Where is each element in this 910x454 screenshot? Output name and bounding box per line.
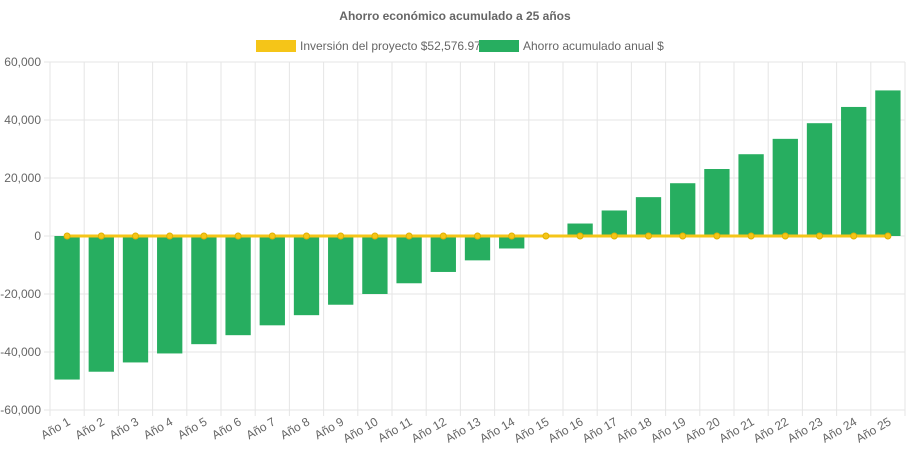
grid xyxy=(44,61,906,416)
x-tick-label: Año 8 xyxy=(278,414,312,442)
x-tick-label: Año 6 xyxy=(209,414,243,442)
x-tick-label: Año 7 xyxy=(244,414,278,442)
x-tick-label: Año 19 xyxy=(648,414,688,445)
x-tick-label: Año 12 xyxy=(409,414,449,445)
x-tick-label: Año 13 xyxy=(443,414,483,445)
x-tick-label: Año 9 xyxy=(312,414,346,442)
line-point[interactable] xyxy=(747,232,755,240)
line-point[interactable] xyxy=(474,232,481,240)
line-point[interactable] xyxy=(884,232,892,240)
line-point[interactable] xyxy=(97,232,105,240)
x-tick-label: Año 10 xyxy=(340,414,380,445)
y-tick-label: 20,000 xyxy=(4,171,41,185)
bar[interactable] xyxy=(464,236,491,261)
bar[interactable] xyxy=(704,169,730,236)
chart-title: Ahorro económico acumulado a 25 años xyxy=(339,9,571,23)
x-tick-label: Año 22 xyxy=(751,414,791,445)
line-point[interactable] xyxy=(132,232,139,240)
x-axis: Año 1 Año 2 Año 3 Año 4 Año 5 Año 6 Año 7 Año 8… xyxy=(38,414,893,445)
x-tick-label: Año 24 xyxy=(819,414,859,445)
legend-item-investment[interactable]: Inversión del proyecto $52,576.97 xyxy=(256,39,481,53)
bar[interactable] xyxy=(396,236,422,284)
x-tick-label: Año 20 xyxy=(682,414,722,445)
bar[interactable] xyxy=(328,236,354,305)
y-tick-label: 60,000 xyxy=(4,55,41,69)
line-point[interactable] xyxy=(542,232,550,240)
x-tick-label: Año 3 xyxy=(107,414,141,442)
line-point[interactable] xyxy=(337,232,345,240)
line-point[interactable] xyxy=(679,232,687,240)
bar[interactable] xyxy=(635,197,662,236)
legend-label-investment: Inversión del proyecto $52,576.97 xyxy=(300,39,481,53)
bar[interactable] xyxy=(362,236,388,294)
y-tick-label: 0 xyxy=(34,229,41,243)
x-tick-label: Año 1 xyxy=(38,414,72,442)
line-point[interactable] xyxy=(610,232,618,240)
bar[interactable] xyxy=(670,183,696,236)
line-point[interactable] xyxy=(268,232,276,240)
bar[interactable] xyxy=(875,90,901,236)
line-point[interactable] xyxy=(63,232,71,240)
x-tick-label: Año 18 xyxy=(614,414,654,445)
bar[interactable] xyxy=(191,236,217,345)
x-tick-label: Año 5 xyxy=(175,414,209,442)
legend-label-savings: Ahorro acumulado anual $ xyxy=(523,39,664,53)
x-tick-label: Año 4 xyxy=(141,414,175,442)
line-point[interactable] xyxy=(439,232,447,240)
y-axis: 60,000 40,000 20,000 0 -20,000 -40,000 -60,000 xyxy=(0,55,41,417)
x-tick-label: Año 2 xyxy=(73,414,107,442)
x-tick-label: Año 25 xyxy=(853,414,893,445)
legend-swatch-savings xyxy=(479,40,519,52)
legend-swatch-investment xyxy=(256,40,296,52)
line-point[interactable] xyxy=(371,232,379,240)
line-point[interactable] xyxy=(234,232,242,240)
bar[interactable] xyxy=(738,154,764,236)
line-point[interactable] xyxy=(781,232,789,240)
bar[interactable] xyxy=(259,236,285,326)
bar[interactable] xyxy=(841,106,867,236)
line-point[interactable] xyxy=(645,232,652,240)
y-tick-label: -40,000 xyxy=(0,345,41,359)
bar[interactable] xyxy=(122,236,149,363)
x-tick-label: Año 23 xyxy=(785,414,825,445)
legend-item-savings[interactable]: Ahorro acumulado anual $ xyxy=(479,39,664,53)
x-tick-label: Año 16 xyxy=(546,414,586,445)
bar[interactable] xyxy=(806,123,833,236)
y-tick-label: -60,000 xyxy=(0,403,41,417)
line-point[interactable] xyxy=(850,232,858,240)
line-point[interactable] xyxy=(405,232,413,240)
line-point[interactable] xyxy=(576,232,584,240)
bar[interactable] xyxy=(88,236,114,372)
bar[interactable] xyxy=(499,236,525,249)
bar[interactable] xyxy=(54,236,80,380)
bar[interactable] xyxy=(430,236,456,272)
bar[interactable] xyxy=(772,138,798,236)
bar[interactable] xyxy=(293,236,320,316)
legend: Inversión del proyecto $52,576.97 Ahorro… xyxy=(256,39,664,53)
line-point[interactable] xyxy=(508,232,516,240)
bar[interactable] xyxy=(157,236,183,354)
x-tick-label: Año 17 xyxy=(580,414,620,445)
bar[interactable] xyxy=(567,223,593,236)
x-tick-label: Año 11 xyxy=(375,414,414,445)
line-point[interactable] xyxy=(713,232,721,240)
line-point[interactable] xyxy=(200,232,208,240)
x-tick-label: Año 21 xyxy=(717,414,757,445)
line-point[interactable] xyxy=(166,232,174,240)
x-tick-label: Año 15 xyxy=(511,414,551,445)
line-point[interactable] xyxy=(816,232,823,240)
y-tick-label: -20,000 xyxy=(0,287,41,301)
line-series xyxy=(63,232,892,240)
bar-series xyxy=(54,90,901,380)
bar[interactable] xyxy=(601,210,627,236)
bar[interactable] xyxy=(225,236,251,336)
x-tick-label: Año 14 xyxy=(477,414,517,445)
line-point[interactable] xyxy=(303,232,310,240)
y-tick-label: 40,000 xyxy=(4,113,41,127)
